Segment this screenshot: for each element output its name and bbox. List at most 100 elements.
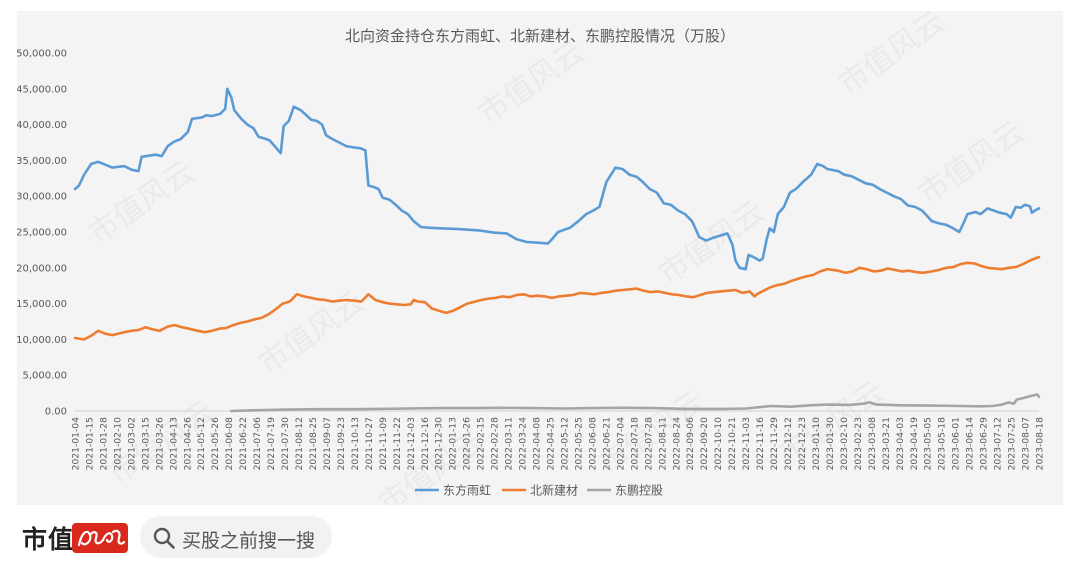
chart-title: 北向资金持仓东方雨虹、北新建材、东鹏控股情况（万股） [345, 27, 735, 45]
x-tick-label: 2022-10-21 [727, 417, 738, 470]
x-tick-label: 2023-07-25 [1007, 417, 1018, 471]
series-line-3 [230, 393, 1041, 413]
x-tick-label: 2022-07-04 [615, 417, 626, 471]
watermark-text: 市值风云 [652, 194, 770, 291]
x-tick-label: 2023-02-10 [839, 417, 850, 471]
legend: 东方雨虹 北新建材 东鹏控股 [415, 483, 663, 498]
x-tick-label: 2021-10-13 [350, 417, 361, 471]
y-tick-label: 40,000.00 [17, 120, 67, 131]
x-tick-label: 2023-05-18 [937, 417, 948, 471]
x-tick-label: 2022-08-24 [671, 417, 682, 471]
watermark-text: 市值风云 [832, 11, 950, 102]
x-tick-label: 2021-01-15 [84, 417, 95, 471]
y-axis: 0.00 5,000.00 10,000.00 15,000.00 20,000.00 2… [17, 49, 67, 418]
brand-name: 市值 [22, 525, 75, 554]
x-tick-label: 2022-07-18 [629, 417, 640, 471]
y-tick-label: 25,000.00 [17, 228, 67, 239]
y-tick-label: 20,000.00 [17, 263, 67, 274]
x-tick-label: 2023-07-12 [993, 417, 1004, 470]
chart-panel: 市值风云 市值风云 市值风云 市值风云 市值风云 市值风云 市值风云 市值风云 市值风云 市值风云… [17, 11, 1063, 505]
x-tick-label: 2022-08-11 [657, 417, 668, 470]
y-tick-label: 50,000.00 [17, 49, 67, 60]
x-tick-label: 2022-01-13 [448, 417, 459, 471]
legend-label: 北新建材 [530, 483, 578, 498]
y-tick-label: 0.00 [45, 407, 67, 418]
search-box[interactable]: 买股之前搜一搜 [140, 516, 332, 558]
series-line-1 [73, 87, 1041, 271]
x-tick-label: 2022-01-26 [462, 417, 473, 471]
x-tick-label: 2023-08-18 [1035, 417, 1046, 471]
x-tick-label: 2022-10-10 [713, 417, 724, 471]
y-tick-label: 35,000.00 [17, 156, 67, 167]
x-tick-label: 2021-10-27 [364, 417, 375, 471]
x-tick-label: 2022-11-29 [769, 417, 780, 471]
x-tick-label: 2022-09-06 [685, 417, 696, 471]
x-tick-label: 2022-05-12 [559, 417, 570, 470]
y-tick-label: 15,000.00 [17, 299, 67, 310]
x-tick-label: 2022-02-15 [476, 417, 487, 471]
x-tick-label: 2022-11-16 [755, 417, 766, 471]
y-tick-label: 10,000.00 [17, 335, 67, 346]
x-tick-label: 2022-12-12 [783, 417, 794, 470]
x-tick-label: 2021-03-15 [140, 417, 151, 471]
x-tick-label: 2021-03-02 [126, 417, 137, 470]
y-tick-label: 45,000.00 [17, 84, 67, 95]
x-tick-label: 2023-03-08 [867, 417, 878, 471]
x-tick-label: 2021-09-23 [336, 417, 347, 471]
x-tick-label: 2021-07-19 [266, 417, 277, 471]
series-line-2 [73, 255, 1041, 341]
x-tick-label: 2021-01-28 [98, 417, 109, 471]
brand-bar: 市值 买股之前搜一搜 [0, 508, 1080, 578]
x-tick-label: 2022-03-24 [518, 417, 529, 471]
y-tick-label: 30,000.00 [17, 192, 67, 203]
x-tick-label: 2022-07-28 [643, 417, 654, 471]
x-tick-label: 2021-11-09 [378, 417, 389, 471]
x-tick-label: 2022-12-23 [797, 417, 808, 471]
series-group [73, 87, 1041, 413]
x-tick-label: 2022-06-21 [601, 417, 612, 470]
x-tick-label: 2021-02-10 [112, 417, 123, 471]
search-icon[interactable] [152, 526, 176, 550]
x-tick-label: 2021-08-25 [308, 417, 319, 471]
x-tick-label: 2022-11-03 [741, 417, 752, 471]
x-tick-label: 2021-12-03 [406, 417, 417, 471]
x-tick-label: 2022-06-08 [587, 417, 598, 471]
x-tick-label: 2023-01-30 [825, 417, 836, 471]
x-tick-label: 2021-03-26 [154, 417, 165, 471]
watermark-text: 市值风云 [912, 114, 1030, 211]
x-tick-label: 2022-09-20 [699, 417, 710, 471]
x-tick-label: 2023-06-01 [951, 417, 962, 470]
x-tick-label: 2022-04-25 [546, 417, 557, 471]
x-tick-label: 2021-05-26 [210, 417, 221, 471]
x-tick-label: 2021-04-26 [182, 417, 193, 471]
x-tick-label: 2021-11-22 [392, 417, 403, 470]
legend-label: 东鹏控股 [615, 484, 663, 498]
x-tick-label: 2023-05-05 [923, 417, 934, 471]
x-tick-label: 2023-06-29 [979, 417, 990, 471]
x-tick-label: 2021-06-08 [224, 417, 235, 471]
x-tick-label: 2023-06-14 [965, 417, 976, 471]
x-tick-label: 2022-02-28 [490, 417, 501, 471]
brand-logo-icon [77, 529, 126, 547]
x-tick-label: 2023-08-07 [1021, 417, 1032, 471]
x-tick-label: 2021-07-30 [280, 417, 291, 471]
x-tick-label: 2022-04-08 [532, 417, 543, 471]
x-tick-label: 2021-12-16 [420, 417, 431, 471]
x-tick-label: 2021-01-04 [71, 417, 82, 471]
watermark-text: 市值风云 [472, 34, 590, 131]
brand-logo-badge [72, 523, 128, 553]
x-tick-label: 2022-03-11 [504, 417, 515, 470]
search-placeholder[interactable]: 买股之前搜一搜 [182, 530, 316, 552]
x-axis: 2021-01-04 2021-01-15 2021-01-28 2021-02-10… [71, 410, 1046, 471]
x-tick-label: 2021-07-06 [252, 417, 263, 471]
x-tick-label: 2023-04-03 [895, 417, 906, 471]
x-tick-label: 2021-12-30 [434, 417, 445, 471]
y-tick-label: 5,000.00 [22, 371, 67, 382]
x-tick-label: 2023-03-21 [881, 417, 892, 470]
x-tick-label: 2021-09-07 [322, 417, 333, 471]
x-tick-label: 2022-05-25 [573, 417, 584, 471]
x-tick-label: 2023-04-19 [909, 417, 920, 471]
x-tick-label: 2021-04-13 [168, 417, 179, 471]
legend-label: 东方雨虹 [443, 483, 491, 498]
